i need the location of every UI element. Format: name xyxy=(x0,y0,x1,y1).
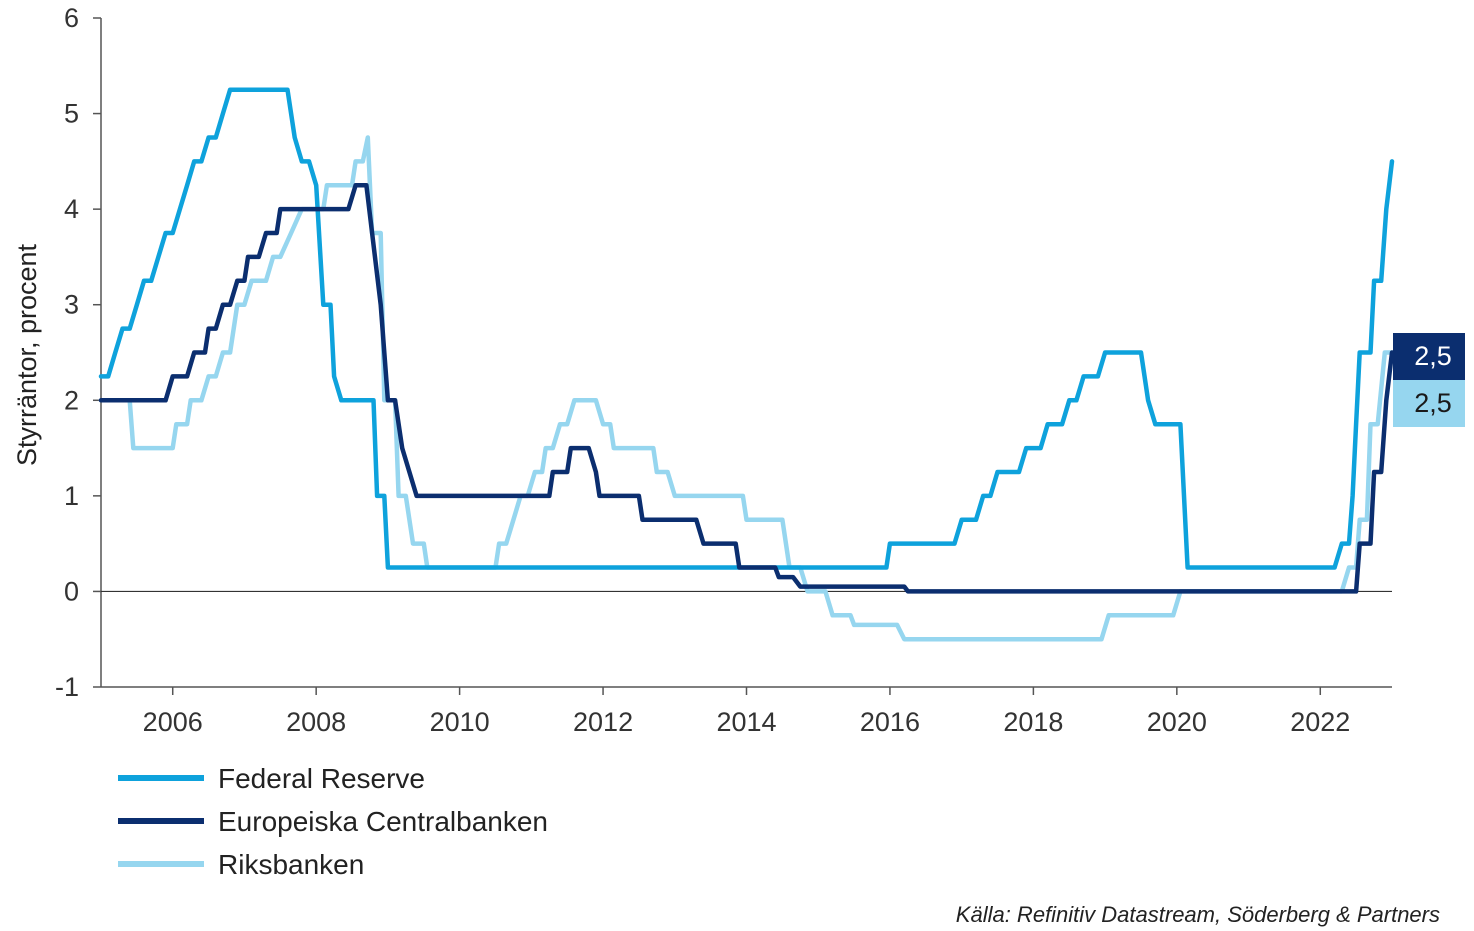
legend-label: Europeiska Centralbanken xyxy=(218,806,548,837)
end-labels: 2,5 2,5 xyxy=(1393,333,1465,427)
end-label-box xyxy=(1393,333,1465,380)
y-tick-label: -1 xyxy=(55,672,79,702)
series-line-riksbanken xyxy=(98,135,1395,642)
series-line-federal-reserve xyxy=(98,87,1395,570)
source-note: Källa: Refinitiv Datastream, Söderberg &… xyxy=(956,902,1440,927)
y-tick-label: 6 xyxy=(64,3,79,33)
end-label-box xyxy=(1393,380,1465,427)
series-lines xyxy=(98,87,1395,642)
x-tick-label: 2010 xyxy=(430,707,490,737)
y-tick-label: 2 xyxy=(64,385,79,415)
series-line-europeiska-centralbanken xyxy=(98,183,1395,594)
x-tick-label: 2020 xyxy=(1147,707,1207,737)
y-tick-label: 4 xyxy=(64,194,79,224)
y-axis-title: Styrräntor, procent xyxy=(12,243,42,466)
axes: -1 0 1 2 3 4 5 6 2006 2008 2010 2012 2014 2016 2018 202… xyxy=(55,3,1392,737)
x-tick-label: 2012 xyxy=(573,707,633,737)
y-tick-label: 1 xyxy=(64,481,79,511)
x-tick-label: 2014 xyxy=(716,707,776,737)
x-tick-label: 2006 xyxy=(143,707,203,737)
x-tick-label: 2016 xyxy=(860,707,920,737)
y-tick-label: 5 xyxy=(64,99,79,129)
y-tick-label: 3 xyxy=(64,290,79,320)
legend-label: Federal Reserve xyxy=(218,763,425,794)
end-label-value: 2,5 xyxy=(1414,341,1452,371)
x-tick-label: 2022 xyxy=(1290,707,1350,737)
legend-label: Riksbanken xyxy=(218,849,364,880)
legend: Federal Reserve Europeiska Centralbanken R… xyxy=(118,763,548,880)
end-label-value: 2,5 xyxy=(1414,388,1452,418)
y-tick-label: 0 xyxy=(64,576,79,606)
x-tick-label: 2018 xyxy=(1003,707,1063,737)
x-tick-label: 2008 xyxy=(286,707,346,737)
